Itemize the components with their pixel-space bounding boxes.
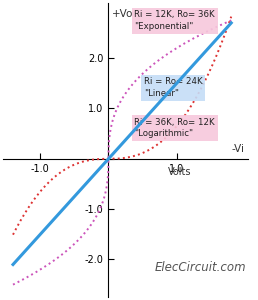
Text: Ri = 12K, Ro= 36K
"Exponential": Ri = 12K, Ro= 36K "Exponential" (134, 10, 215, 31)
Text: -Vi: -Vi (232, 144, 245, 154)
Text: Ri = 36K, Ro= 12K
"Logarithmic": Ri = 36K, Ro= 12K "Logarithmic" (134, 118, 215, 138)
Text: Volts: Volts (168, 167, 192, 177)
Text: ElecCircuit.com: ElecCircuit.com (155, 260, 246, 274)
Text: +Vo: +Vo (112, 9, 133, 19)
Text: Ri = Ro= 24K
"Linear": Ri = Ro= 24K "Linear" (144, 77, 203, 98)
